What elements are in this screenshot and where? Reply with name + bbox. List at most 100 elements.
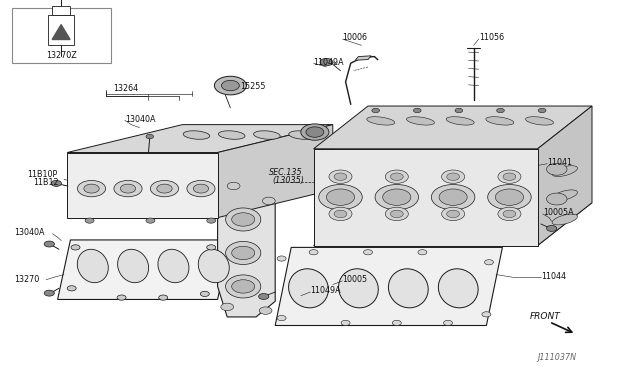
Text: 11041: 11041 xyxy=(547,158,572,167)
Polygon shape xyxy=(355,56,371,60)
Circle shape xyxy=(455,108,463,113)
Circle shape xyxy=(326,189,355,205)
Ellipse shape xyxy=(289,131,316,139)
Circle shape xyxy=(503,173,516,180)
Circle shape xyxy=(341,320,350,326)
Polygon shape xyxy=(67,153,218,218)
Circle shape xyxy=(232,280,255,293)
Text: (13035): (13035) xyxy=(272,176,304,185)
Polygon shape xyxy=(314,149,538,246)
Circle shape xyxy=(503,210,516,218)
Circle shape xyxy=(232,246,255,260)
Circle shape xyxy=(259,307,272,314)
Circle shape xyxy=(85,218,94,223)
Circle shape xyxy=(390,173,403,180)
Circle shape xyxy=(277,315,286,321)
Circle shape xyxy=(319,185,362,210)
Text: J111037N: J111037N xyxy=(537,353,577,362)
Ellipse shape xyxy=(388,269,428,308)
Text: 10005: 10005 xyxy=(342,275,367,284)
Circle shape xyxy=(329,170,352,183)
Circle shape xyxy=(77,180,106,197)
Ellipse shape xyxy=(77,249,108,283)
Ellipse shape xyxy=(552,190,577,201)
Circle shape xyxy=(495,189,524,205)
Ellipse shape xyxy=(218,131,245,139)
Circle shape xyxy=(207,245,216,250)
Circle shape xyxy=(334,210,347,218)
Ellipse shape xyxy=(438,269,478,308)
Circle shape xyxy=(439,189,467,205)
Circle shape xyxy=(67,286,76,291)
Ellipse shape xyxy=(486,117,514,125)
Ellipse shape xyxy=(226,208,261,231)
Text: 11049A: 11049A xyxy=(310,286,341,295)
Circle shape xyxy=(306,127,324,137)
Polygon shape xyxy=(67,125,333,153)
Circle shape xyxy=(301,124,329,140)
Ellipse shape xyxy=(183,131,210,139)
Circle shape xyxy=(200,291,209,296)
Circle shape xyxy=(383,189,411,205)
Ellipse shape xyxy=(226,241,261,264)
Circle shape xyxy=(84,184,99,193)
Circle shape xyxy=(385,170,408,183)
Ellipse shape xyxy=(339,269,378,308)
Text: 13040A: 13040A xyxy=(14,228,45,237)
Circle shape xyxy=(157,184,172,193)
Bar xyxy=(49,15,74,45)
Circle shape xyxy=(320,58,333,66)
Circle shape xyxy=(227,182,240,190)
Circle shape xyxy=(364,250,372,255)
Ellipse shape xyxy=(198,249,229,283)
Ellipse shape xyxy=(406,117,435,125)
Circle shape xyxy=(214,76,246,95)
Circle shape xyxy=(262,197,275,205)
Ellipse shape xyxy=(158,249,189,283)
Circle shape xyxy=(375,185,419,210)
Circle shape xyxy=(447,210,460,218)
Ellipse shape xyxy=(253,131,280,139)
Polygon shape xyxy=(314,203,592,246)
Text: SEC.135: SEC.135 xyxy=(269,169,303,177)
Text: 11056: 11056 xyxy=(479,33,504,42)
Circle shape xyxy=(538,108,546,113)
Circle shape xyxy=(193,184,209,193)
Ellipse shape xyxy=(446,117,474,125)
Circle shape xyxy=(372,108,380,113)
Circle shape xyxy=(442,207,465,221)
Circle shape xyxy=(114,180,142,197)
Text: 11B12: 11B12 xyxy=(33,178,59,187)
Circle shape xyxy=(334,173,347,180)
Circle shape xyxy=(146,218,155,223)
Polygon shape xyxy=(52,25,70,39)
Bar xyxy=(52,6,70,15)
Text: 10006: 10006 xyxy=(342,33,367,42)
Circle shape xyxy=(498,207,521,221)
Circle shape xyxy=(484,260,493,265)
Text: 13264: 13264 xyxy=(113,84,138,93)
Circle shape xyxy=(221,80,239,91)
Circle shape xyxy=(150,180,179,197)
Polygon shape xyxy=(218,149,314,317)
Polygon shape xyxy=(314,106,592,149)
Circle shape xyxy=(187,180,215,197)
Ellipse shape xyxy=(118,249,148,283)
Circle shape xyxy=(497,108,504,113)
Circle shape xyxy=(447,173,460,180)
Text: 11B10P: 11B10P xyxy=(27,170,57,179)
Circle shape xyxy=(146,134,154,139)
Ellipse shape xyxy=(525,117,554,125)
Circle shape xyxy=(159,295,168,300)
Circle shape xyxy=(117,295,126,300)
Circle shape xyxy=(207,218,216,223)
Circle shape xyxy=(221,303,234,311)
Circle shape xyxy=(232,213,255,226)
Circle shape xyxy=(329,207,352,221)
Text: 10005A: 10005A xyxy=(543,208,573,217)
Text: 13040A: 13040A xyxy=(125,115,156,124)
Circle shape xyxy=(431,185,475,210)
Polygon shape xyxy=(538,106,592,246)
Bar xyxy=(12,8,111,63)
Circle shape xyxy=(547,225,557,231)
